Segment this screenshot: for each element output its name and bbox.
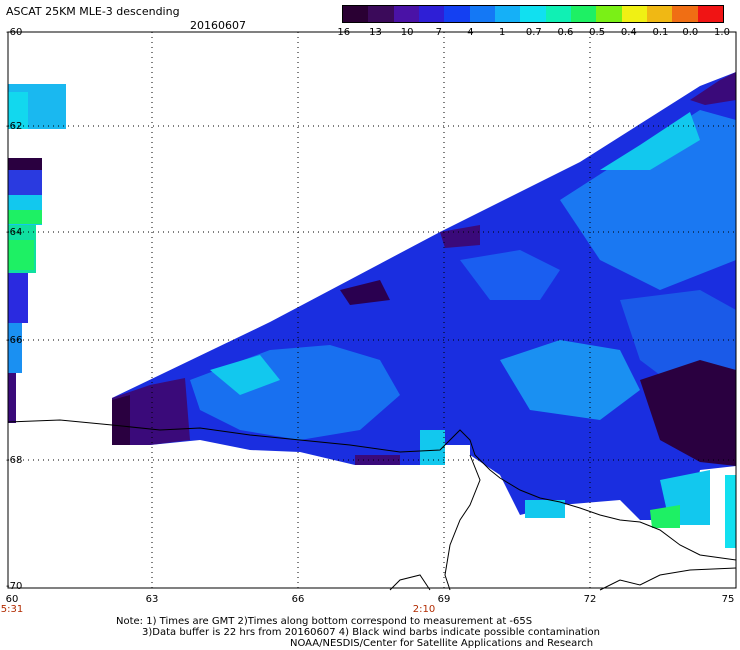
colorbar-label: -7 [432, 27, 442, 38]
coastline [7, 419, 737, 591]
colorbar-label: 0.0 [682, 27, 699, 38]
colorbar-label: -0.7 [522, 27, 542, 38]
colorbar-label: -1 [495, 27, 506, 38]
western-edge-swath [8, 84, 66, 423]
colorbar-cell [393, 6, 419, 22]
colorbar-label: -0.5 [585, 27, 606, 38]
colorbar-cell [672, 6, 698, 22]
colorbar-cell [444, 6, 470, 22]
colorbar-label: -0.6 [553, 27, 574, 38]
colorbar-cell [697, 6, 723, 22]
lat-label: -70 [6, 581, 23, 592]
time-label: 5:31 [0, 604, 24, 615]
lat-label: -68 [6, 455, 23, 466]
colorbar-cell [570, 6, 597, 22]
lon-label: 66 [291, 594, 305, 605]
lon-label: 69 [437, 594, 451, 605]
colorbar-label: 1.0 [714, 27, 730, 38]
data-swath [112, 72, 736, 548]
map-title: ASCAT 25KM MLE-3 descending [6, 5, 180, 18]
lat-label: -62 [6, 121, 23, 132]
colorbar-cell [494, 6, 521, 22]
lon-label: 60 [5, 594, 19, 605]
colorbar-cell [545, 6, 571, 22]
map-frame [7, 31, 737, 589]
colorbar-labels: -16 -13 -10 -7 -4 -1 -0.7 -0.6 -0.5 -0.4 -0.1 0.0 1.… [330, 27, 734, 41]
time-label: 2:10 [412, 604, 436, 615]
note-line-1: Note: 1) Times are GMT 2)Times along bot… [116, 616, 533, 627]
colorbar-label: -13 [365, 27, 382, 38]
colorbar-label: -0.1 [648, 27, 669, 38]
lat-label: -64 [6, 227, 23, 238]
lon-label: 75 [721, 594, 735, 605]
colorbar-cell [418, 6, 445, 22]
colorbar-label: -16 [333, 27, 351, 38]
lon-label: 63 [145, 594, 159, 605]
colorbar-cell [646, 6, 673, 22]
lat-label: -60 [6, 27, 23, 38]
note-line-2: 3)Data buffer is 22 hrs from 20160607 4)… [142, 627, 600, 638]
colorbar-cell [343, 6, 369, 22]
note-line-3: NOAA/NESDIS/Center for Satellite Applica… [290, 638, 594, 649]
colorbar-label: -4 [463, 27, 474, 38]
colorbar-cell [368, 6, 394, 22]
lat-label: -66 [6, 335, 23, 346]
colorbar-cell [621, 6, 647, 22]
colorbar [342, 5, 724, 23]
colorbar-cell [469, 6, 495, 22]
colorbar-label: -0.4 [617, 27, 637, 38]
colorbar-cell [520, 6, 546, 22]
map-date: 20160607 [190, 19, 246, 32]
colorbar-cell [596, 6, 622, 22]
lon-label: 72 [583, 594, 597, 605]
colorbar-label: -10 [397, 27, 414, 38]
